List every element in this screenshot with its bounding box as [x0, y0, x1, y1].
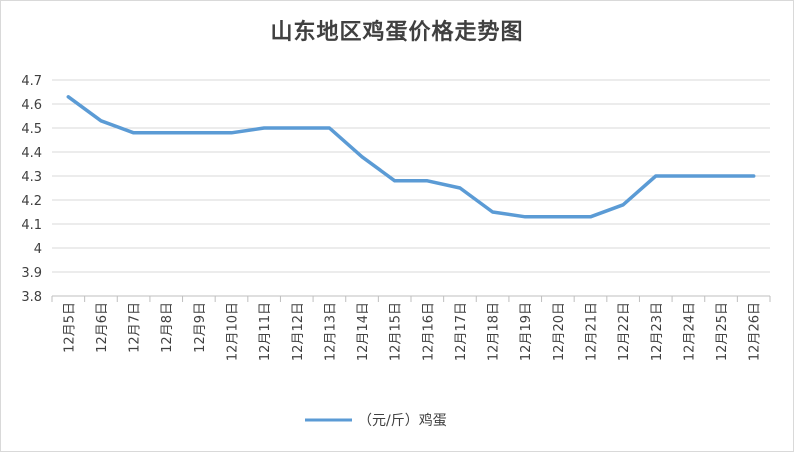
x-tick-label: 12月24日	[682, 302, 697, 361]
chart-title: 山东地区鸡蛋价格走势图	[270, 19, 524, 45]
series-lines	[66, 95, 756, 219]
y-tick-label: 4.7	[21, 74, 42, 89]
x-tick-label: 12月5日	[62, 302, 77, 353]
y-tick-label: 4.2	[21, 194, 42, 209]
series-line	[66, 95, 756, 219]
x-tick-label: 12月21日	[585, 302, 600, 361]
gridlines	[52, 79, 770, 297]
y-tick-label: 4.1	[21, 218, 42, 233]
x-tick-label: 12月17日	[454, 302, 469, 361]
x-tick-label: 12月13日	[323, 302, 338, 361]
y-tick-label: 4	[34, 242, 42, 257]
y-axis-ticks: 3.8 3.9 4 4.1 4.2 4.3 4.4 4.5 4.6 4.7	[21, 74, 42, 305]
x-tick-label: 12月6日	[95, 302, 110, 353]
x-tick-label: 12月11日	[258, 302, 273, 361]
x-tick-label: 12月25日	[715, 302, 730, 361]
legend: （元/斤）鸡蛋	[305, 412, 447, 429]
x-axis: 12月5日 12月6日 12月7日 12月8日 12月9日 12月10日 12月11日 12月…	[51, 296, 771, 361]
x-tick-label: 12月9日	[193, 302, 208, 353]
x-tick-label: 12月23日	[650, 302, 665, 361]
y-tick-label: 3.9	[21, 266, 42, 281]
y-tick-label: 3.8	[21, 290, 42, 305]
y-tick-label: 4.6	[21, 98, 42, 113]
x-tick-label: 12月20日	[552, 302, 567, 361]
y-tick-label: 4.3	[21, 170, 42, 185]
x-tick-label: 12月10日	[226, 302, 241, 361]
y-tick-label: 4.5	[21, 122, 42, 137]
x-tick-label: 12月16日	[421, 302, 436, 361]
x-tick-label: 12月14日	[356, 302, 371, 361]
y-tick-label: 4.4	[21, 146, 42, 161]
x-tick-label: 12月22日	[617, 302, 632, 361]
x-tick-label: 12月19日	[519, 302, 534, 361]
x-tick-label: 12月12日	[291, 302, 306, 361]
x-tick-label: 12月18日	[487, 302, 502, 361]
x-tick-label: 12月26日	[748, 302, 763, 361]
x-tick-label: 12月8日	[160, 302, 175, 353]
x-tick-label: 12月7日	[128, 302, 143, 353]
x-tick-label: 12月15日	[389, 302, 404, 361]
legend-label: （元/斤）鸡蛋	[358, 412, 447, 429]
